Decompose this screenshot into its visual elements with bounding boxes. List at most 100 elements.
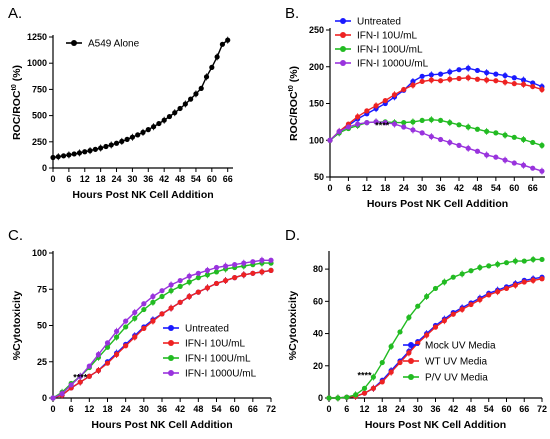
x-tick-label: 66 [519, 404, 529, 414]
data-point [361, 385, 368, 391]
data-point [474, 148, 481, 154]
x-tick-label: 60 [509, 183, 519, 193]
y-tick-label: 80 [313, 264, 323, 274]
legend-entry-label: P/V UV Media [425, 373, 488, 384]
x-tick-label: 0 [327, 183, 332, 193]
x-tick-label: 36 [430, 404, 440, 414]
data-point [132, 309, 138, 316]
data-point [166, 113, 173, 120]
data-point [259, 257, 265, 263]
data-point [450, 274, 456, 280]
data-point [66, 152, 72, 158]
data-point [182, 101, 188, 107]
x-tick-label: 48 [193, 404, 203, 414]
data-point [373, 119, 379, 125]
data-point [204, 285, 211, 291]
data-point [539, 256, 545, 263]
data-point [465, 145, 471, 151]
data-point [437, 78, 444, 84]
data-point [213, 280, 220, 287]
data-point [326, 395, 332, 401]
data-point [373, 103, 379, 109]
data-point [419, 130, 425, 136]
x-tick-label: 54 [484, 404, 494, 414]
data-point [401, 124, 407, 130]
series-line [52, 39, 229, 159]
data-point [364, 120, 370, 126]
panel-letter: A. [8, 5, 22, 22]
data-point [168, 288, 174, 294]
data-point [82, 149, 88, 155]
data-point [150, 299, 156, 305]
x-tick-label: 60 [230, 404, 240, 414]
data-point [495, 261, 501, 267]
data-point [495, 289, 501, 295]
data-point [219, 41, 226, 47]
x-axis-title: Hours Post NK Cell Addition [365, 419, 506, 431]
data-point [428, 77, 434, 83]
data-point [353, 392, 359, 398]
x-tick-label: 18 [102, 404, 112, 414]
data-point [539, 142, 545, 148]
data-point [241, 272, 247, 278]
data-point [98, 145, 104, 151]
panel-3-chart: C. 0 25 50 75 100 0 6 12 18 24 30 36 42 48 54 60 66 72 Hour… [8, 227, 276, 431]
data-point [419, 78, 425, 85]
x-tick-label: 0 [326, 404, 331, 414]
data-point [113, 140, 120, 146]
data-point [539, 276, 545, 282]
x-tick-label: 0 [50, 174, 55, 184]
data-point [145, 127, 151, 133]
data-point [177, 105, 183, 112]
data-point [530, 80, 536, 86]
data-point [86, 373, 92, 379]
data-point [250, 270, 256, 276]
data-point [474, 126, 481, 132]
y-axis-title: ROC/ROCt0 (%) [11, 65, 23, 140]
data-point [327, 137, 333, 143]
data-point [60, 153, 67, 159]
data-point [410, 119, 416, 125]
data-point [132, 334, 138, 340]
data-point [119, 138, 125, 144]
legend-entry-label: Untreated [357, 17, 401, 28]
data-point [195, 275, 201, 281]
y-tick-label: 25 [37, 357, 47, 367]
x-tick-label: 30 [417, 183, 427, 193]
data-point [441, 279, 447, 285]
data-point [406, 314, 412, 321]
data-point [474, 67, 481, 74]
data-point [232, 262, 238, 268]
data-point [177, 299, 183, 305]
series-1 [50, 36, 231, 161]
data-point [410, 82, 416, 88]
data-point [419, 117, 425, 124]
significance-annotation: **** [375, 120, 390, 130]
data-point [530, 165, 536, 171]
panel-1-chart: A. 0 250 500 750 1000 1250 0 6 12 18 24 30 36 42 48 54 60… [8, 5, 233, 201]
y-tick-label: 1250 [27, 32, 47, 42]
x-axis-title: Hours Post NK Cell Addition [72, 189, 213, 201]
data-point [168, 282, 174, 288]
legend: Untreated IFN-I 10U/mL IFN-I 100U/mL IFN-I … [163, 324, 257, 380]
y-tick-label: 150 [309, 99, 324, 109]
data-point [168, 305, 174, 311]
data-point [68, 382, 74, 388]
data-point [198, 85, 204, 91]
data-point [493, 130, 499, 136]
y-tick-label: 0 [318, 393, 323, 403]
data-point [135, 132, 141, 138]
data-point [520, 136, 527, 143]
data-point [512, 282, 518, 288]
x-tick-label: 36 [157, 404, 167, 414]
legend-swatch-marker [168, 340, 174, 346]
data-point [459, 306, 465, 312]
data-point [502, 157, 508, 163]
data-point [530, 277, 536, 283]
panel-letter: D. [285, 227, 300, 244]
data-point [259, 269, 265, 275]
x-tick-label: 48 [466, 404, 476, 414]
data-point [493, 154, 499, 160]
data-point [150, 124, 157, 130]
data-point [401, 86, 407, 93]
